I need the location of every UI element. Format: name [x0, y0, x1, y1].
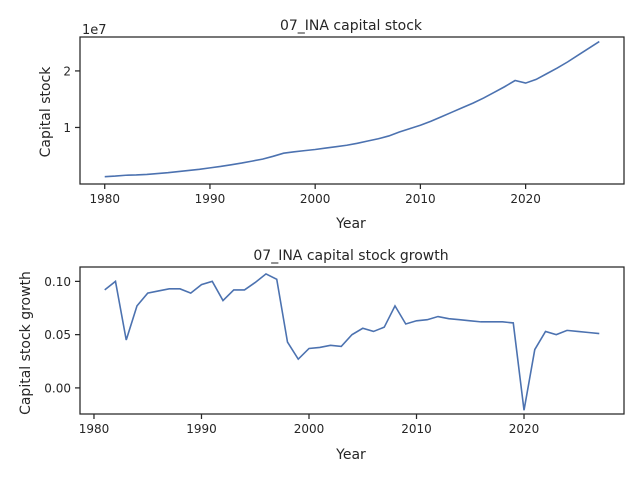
- x-axis-label: Year: [335, 447, 366, 463]
- x-axis-label: Year: [335, 216, 366, 232]
- x-tick-label: 1990: [195, 192, 226, 206]
- x-tick-label: 2010: [401, 422, 432, 436]
- axis-ticks: 1980 1990 2000 2010 2020 1 2: [63, 64, 541, 206]
- capital-stock-growth-chart: 07_INA capital stock growth Capital stoc…: [18, 248, 625, 463]
- plot-frame: [79, 266, 625, 415]
- x-tick-label: 2000: [294, 422, 325, 436]
- y-tick-label: 0.00: [44, 381, 71, 395]
- x-tick-label: 2020: [509, 422, 540, 436]
- series-line: [104, 40, 600, 178]
- y-axis-label: Capital stock growth: [18, 271, 34, 415]
- x-tick-label: 1990: [186, 422, 217, 436]
- y-tick-label: 1: [63, 121, 71, 135]
- y-tick-label: 0.05: [44, 328, 71, 342]
- capital-stock-chart: 07_INA capital stock 1e7 Capital stock Y…: [38, 18, 625, 232]
- y-tick-label: 2: [63, 64, 71, 78]
- x-tick-label: 2000: [300, 192, 331, 206]
- y-offset-label: 1e7: [82, 23, 107, 38]
- y-axis-label: Capital stock: [38, 66, 54, 158]
- chart-title: 07_INA capital stock growth: [253, 248, 448, 264]
- y-tick-label: 0.10: [44, 275, 71, 289]
- x-tick-label: 1980: [79, 422, 110, 436]
- series-line: [104, 272, 600, 411]
- chart-title: 07_INA capital stock: [280, 18, 423, 34]
- plot-frame: [79, 36, 625, 185]
- x-tick-label: 2020: [510, 192, 541, 206]
- x-tick-label: 2010: [405, 192, 436, 206]
- x-tick-label: 1980: [89, 192, 120, 206]
- axis-ticks: 1980 1990 2000 2010 2020 0.00 0.05 0.10: [44, 275, 539, 436]
